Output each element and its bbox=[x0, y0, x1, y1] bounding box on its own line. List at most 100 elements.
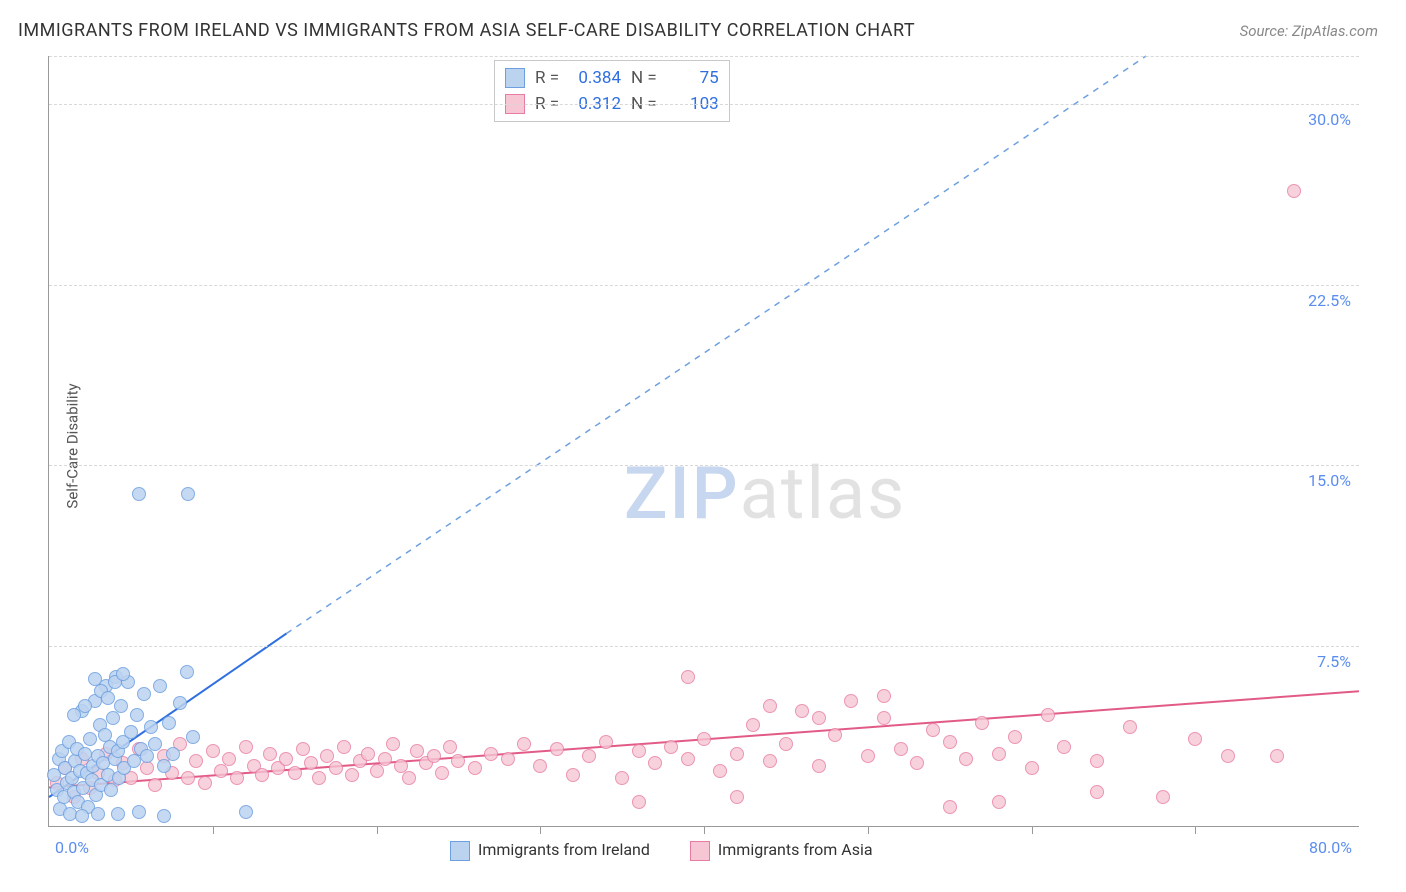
point-asia bbox=[926, 723, 940, 737]
point-asia bbox=[263, 747, 277, 761]
point-ireland bbox=[181, 487, 195, 501]
point-ireland bbox=[130, 708, 144, 722]
point-asia bbox=[214, 764, 228, 778]
point-asia bbox=[877, 689, 891, 703]
point-asia bbox=[1090, 785, 1104, 799]
point-asia bbox=[370, 764, 384, 778]
point-asia bbox=[312, 771, 326, 785]
stat-r-ireland: 0.384 bbox=[569, 65, 621, 91]
point-ireland bbox=[157, 809, 171, 823]
swatch-ireland bbox=[450, 841, 470, 861]
point-ireland bbox=[153, 679, 167, 693]
point-ireland bbox=[88, 672, 102, 686]
y-tick-label: 15.0% bbox=[1308, 471, 1351, 490]
point-asia bbox=[451, 754, 465, 768]
point-ireland bbox=[140, 749, 154, 763]
point-asia bbox=[746, 718, 760, 732]
legend-item-asia: Immigrants from Asia bbox=[690, 840, 873, 861]
point-asia bbox=[1057, 740, 1071, 754]
point-ireland bbox=[101, 691, 115, 705]
x-tick-label: 80.0% bbox=[1309, 838, 1352, 857]
point-asia bbox=[148, 778, 162, 792]
swatch-ireland bbox=[505, 68, 525, 88]
point-ireland bbox=[144, 720, 158, 734]
point-asia bbox=[681, 752, 695, 766]
point-asia bbox=[681, 670, 695, 684]
point-asia bbox=[427, 749, 441, 763]
point-asia bbox=[894, 742, 908, 756]
point-asia bbox=[713, 764, 727, 778]
watermark: ZIPatlas bbox=[624, 451, 906, 536]
x-tick-label: 0.0% bbox=[55, 838, 89, 857]
point-asia bbox=[1090, 754, 1104, 768]
point-asia bbox=[189, 754, 203, 768]
point-ireland bbox=[180, 665, 194, 679]
stat-label: N = bbox=[631, 65, 657, 91]
point-asia bbox=[1041, 708, 1055, 722]
point-asia bbox=[844, 694, 858, 708]
point-asia bbox=[861, 749, 875, 763]
chart-title: IMMIGRANTS FROM IRELAND VS IMMIGRANTS FR… bbox=[18, 20, 915, 41]
point-ireland bbox=[106, 711, 120, 725]
point-asia bbox=[181, 771, 195, 785]
point-asia bbox=[1221, 749, 1235, 763]
point-ireland bbox=[173, 696, 187, 710]
point-asia bbox=[599, 735, 613, 749]
point-asia bbox=[1287, 184, 1301, 198]
point-asia bbox=[1123, 720, 1137, 734]
point-asia bbox=[255, 768, 269, 782]
point-asia bbox=[959, 752, 973, 766]
point-asia bbox=[378, 752, 392, 766]
point-asia bbox=[198, 776, 212, 790]
point-asia bbox=[402, 771, 416, 785]
point-ireland bbox=[186, 730, 200, 744]
point-ireland bbox=[137, 687, 151, 701]
source-attribution: Source: ZipAtlas.com bbox=[1240, 22, 1378, 40]
legend-label: Immigrants from Asia bbox=[718, 840, 873, 859]
point-ireland bbox=[67, 708, 81, 722]
point-asia bbox=[812, 711, 826, 725]
legend-label: Immigrants from Ireland bbox=[478, 840, 650, 859]
point-asia bbox=[337, 740, 351, 754]
point-ireland bbox=[157, 759, 171, 773]
point-asia bbox=[329, 761, 343, 775]
y-tick-label: 7.5% bbox=[1317, 652, 1351, 671]
point-asia bbox=[1008, 730, 1022, 744]
x-tick bbox=[377, 826, 378, 834]
point-ireland bbox=[127, 754, 141, 768]
point-asia bbox=[910, 756, 924, 770]
point-asia bbox=[615, 771, 629, 785]
point-asia bbox=[1188, 732, 1202, 746]
regression-lines bbox=[49, 56, 1359, 826]
series-legend: Immigrants from Ireland Immigrants from … bbox=[450, 840, 873, 861]
stats-row-ireland: R =0.384 N =75 bbox=[505, 65, 719, 91]
gridline bbox=[49, 465, 1359, 466]
point-asia bbox=[517, 737, 531, 751]
point-ireland bbox=[114, 699, 128, 713]
point-asia bbox=[648, 756, 662, 770]
x-tick bbox=[540, 826, 541, 834]
stat-n-ireland: 75 bbox=[667, 65, 719, 91]
point-asia bbox=[877, 711, 891, 725]
x-tick bbox=[1032, 826, 1033, 834]
point-asia bbox=[361, 747, 375, 761]
point-asia bbox=[386, 737, 400, 751]
point-ireland bbox=[132, 487, 146, 501]
point-asia bbox=[443, 740, 457, 754]
point-asia bbox=[943, 800, 957, 814]
point-asia bbox=[304, 756, 318, 770]
point-ireland bbox=[83, 732, 97, 746]
point-asia bbox=[484, 747, 498, 761]
point-asia bbox=[1270, 749, 1284, 763]
point-asia bbox=[730, 747, 744, 761]
point-ireland bbox=[91, 807, 105, 821]
point-asia bbox=[239, 740, 253, 754]
stats-legend: R =0.384 N =75 R =0.312 N =103 bbox=[494, 60, 730, 122]
point-ireland bbox=[166, 747, 180, 761]
point-asia bbox=[468, 761, 482, 775]
x-tick bbox=[868, 826, 869, 834]
point-asia bbox=[730, 790, 744, 804]
x-tick bbox=[213, 826, 214, 834]
point-asia bbox=[279, 752, 293, 766]
y-tick-label: 30.0% bbox=[1308, 110, 1351, 129]
